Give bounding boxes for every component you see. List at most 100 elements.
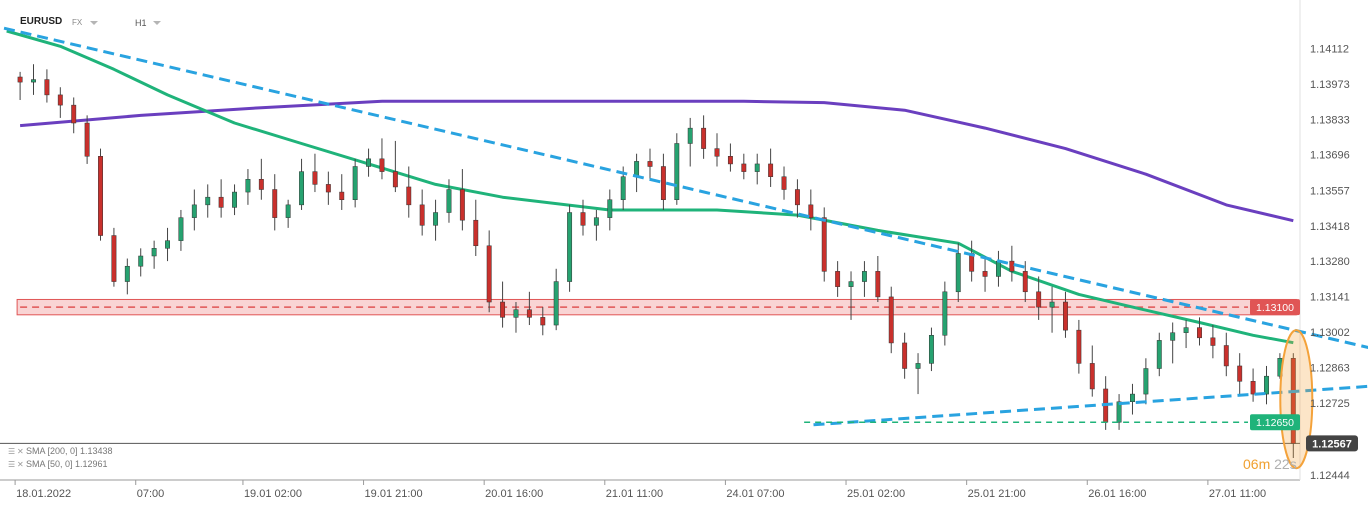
candle-body [593, 217, 599, 226]
settings-icon[interactable]: ☰ [8, 447, 16, 456]
candle [928, 327, 934, 372]
time-axis[interactable]: 18.01.2022 07:00 19.01 02:00 19.01 21:00 20.… [14, 480, 1266, 500]
legend-sma200[interactable]: ☰ ✕ SMA [200, 0] 1.13438 [8, 446, 113, 456]
candle-body [660, 166, 666, 200]
candle-body [821, 217, 827, 272]
candle-body [272, 189, 278, 218]
candle-body [1036, 291, 1042, 308]
countdown-seconds: 22 [1274, 456, 1290, 472]
candle-body [151, 248, 157, 257]
candle [902, 332, 908, 379]
candle [406, 166, 412, 218]
close-icon[interactable]: ✕ [17, 447, 24, 456]
candle-body [98, 156, 103, 236]
sma200-line [19, 99, 1294, 223]
candle [754, 153, 760, 185]
time-tick-label: 27.01 11:00 [1209, 488, 1266, 500]
candle-body [178, 217, 184, 241]
candle [71, 97, 77, 134]
candle-body [794, 189, 800, 206]
price-tick-label: 1.13696 [1310, 150, 1350, 162]
candle-body [701, 127, 707, 149]
time-tick-label: 19.01 02:00 [244, 488, 302, 500]
candle-body [124, 265, 130, 282]
price-tick-label: 1.13141 [1310, 292, 1350, 304]
candle [1049, 286, 1055, 333]
close-icon[interactable]: ✕ [17, 460, 24, 469]
timeframe-dropdown-icon[interactable] [153, 21, 161, 25]
ascending-trendline [813, 384, 1368, 427]
candle [513, 302, 519, 333]
candle-body [928, 335, 934, 364]
candle-body [1197, 327, 1202, 339]
candle [768, 148, 774, 187]
candle-body [285, 204, 291, 218]
countdown-seconds-unit: s [1289, 456, 1297, 472]
time-tick-label: 20.01 16:00 [485, 488, 543, 500]
candle [915, 353, 921, 395]
candle-body [339, 191, 345, 200]
candle-body [1250, 381, 1256, 395]
candle-body [808, 204, 814, 218]
candle-body [1089, 363, 1095, 390]
candle [419, 189, 425, 236]
candle-body [754, 163, 760, 172]
candle [1290, 353, 1296, 459]
resistance-price-tag-box [1250, 299, 1300, 316]
candle-body [312, 171, 318, 185]
candle [553, 268, 559, 331]
candle [835, 261, 841, 297]
descending-trendline [3, 26, 1368, 349]
candle [111, 227, 117, 287]
candle [352, 158, 358, 208]
candle [98, 148, 103, 241]
symbol-name[interactable]: EURUSD [20, 16, 63, 27]
candle [191, 189, 197, 231]
candle [178, 209, 184, 251]
settings-icon[interactable]: ☰ [8, 460, 16, 469]
candle-body [875, 271, 881, 298]
candle [701, 115, 707, 159]
candle-body [57, 94, 63, 106]
time-tick-label: 24.01 07:00 [726, 488, 784, 500]
countdown-minutes-unit: m [1258, 456, 1271, 472]
candle-body [299, 171, 304, 206]
price-axis[interactable]: 1.14112 1.13973 1.13833 1.13696 1.13557 1.134… [1250, 43, 1358, 482]
candle-body [1130, 393, 1135, 403]
candle-body [1063, 301, 1068, 331]
candle [459, 169, 465, 231]
candle-body [674, 143, 680, 200]
candle [861, 261, 867, 297]
candle [84, 115, 90, 164]
price-tick-label: 1.13833 [1310, 115, 1350, 127]
legend-sma50[interactable]: ☰ ✕ SMA [50, 0] 1.12961 [8, 459, 108, 469]
highlight-ellipse [1279, 329, 1314, 470]
candle [1009, 245, 1015, 282]
candle-body [1170, 332, 1176, 341]
symbol-dropdown-icon[interactable] [90, 21, 98, 25]
candle-body [138, 255, 144, 267]
candle [124, 258, 130, 295]
candle [57, 87, 63, 118]
candle-body [1076, 329, 1082, 364]
candle-body [191, 204, 197, 218]
candle [366, 148, 372, 177]
candle [1143, 358, 1149, 405]
candle [1237, 353, 1243, 395]
time-tick-label: 25.01 02:00 [847, 488, 905, 500]
candle-body [1143, 368, 1149, 395]
candle-body [888, 296, 894, 344]
candle-body [1022, 271, 1028, 293]
candle-body [84, 122, 90, 157]
candle [741, 153, 747, 180]
candle-body [1264, 375, 1269, 395]
price-tick-label: 1.12725 [1310, 398, 1350, 410]
time-tick-label: 21.01 11:00 [606, 488, 663, 500]
timeframe-selector[interactable]: H1 [135, 18, 147, 28]
candle [1197, 317, 1202, 346]
candle-body [607, 199, 613, 218]
candle [1156, 332, 1162, 377]
candle-body [955, 253, 961, 293]
candle-body [781, 176, 787, 190]
